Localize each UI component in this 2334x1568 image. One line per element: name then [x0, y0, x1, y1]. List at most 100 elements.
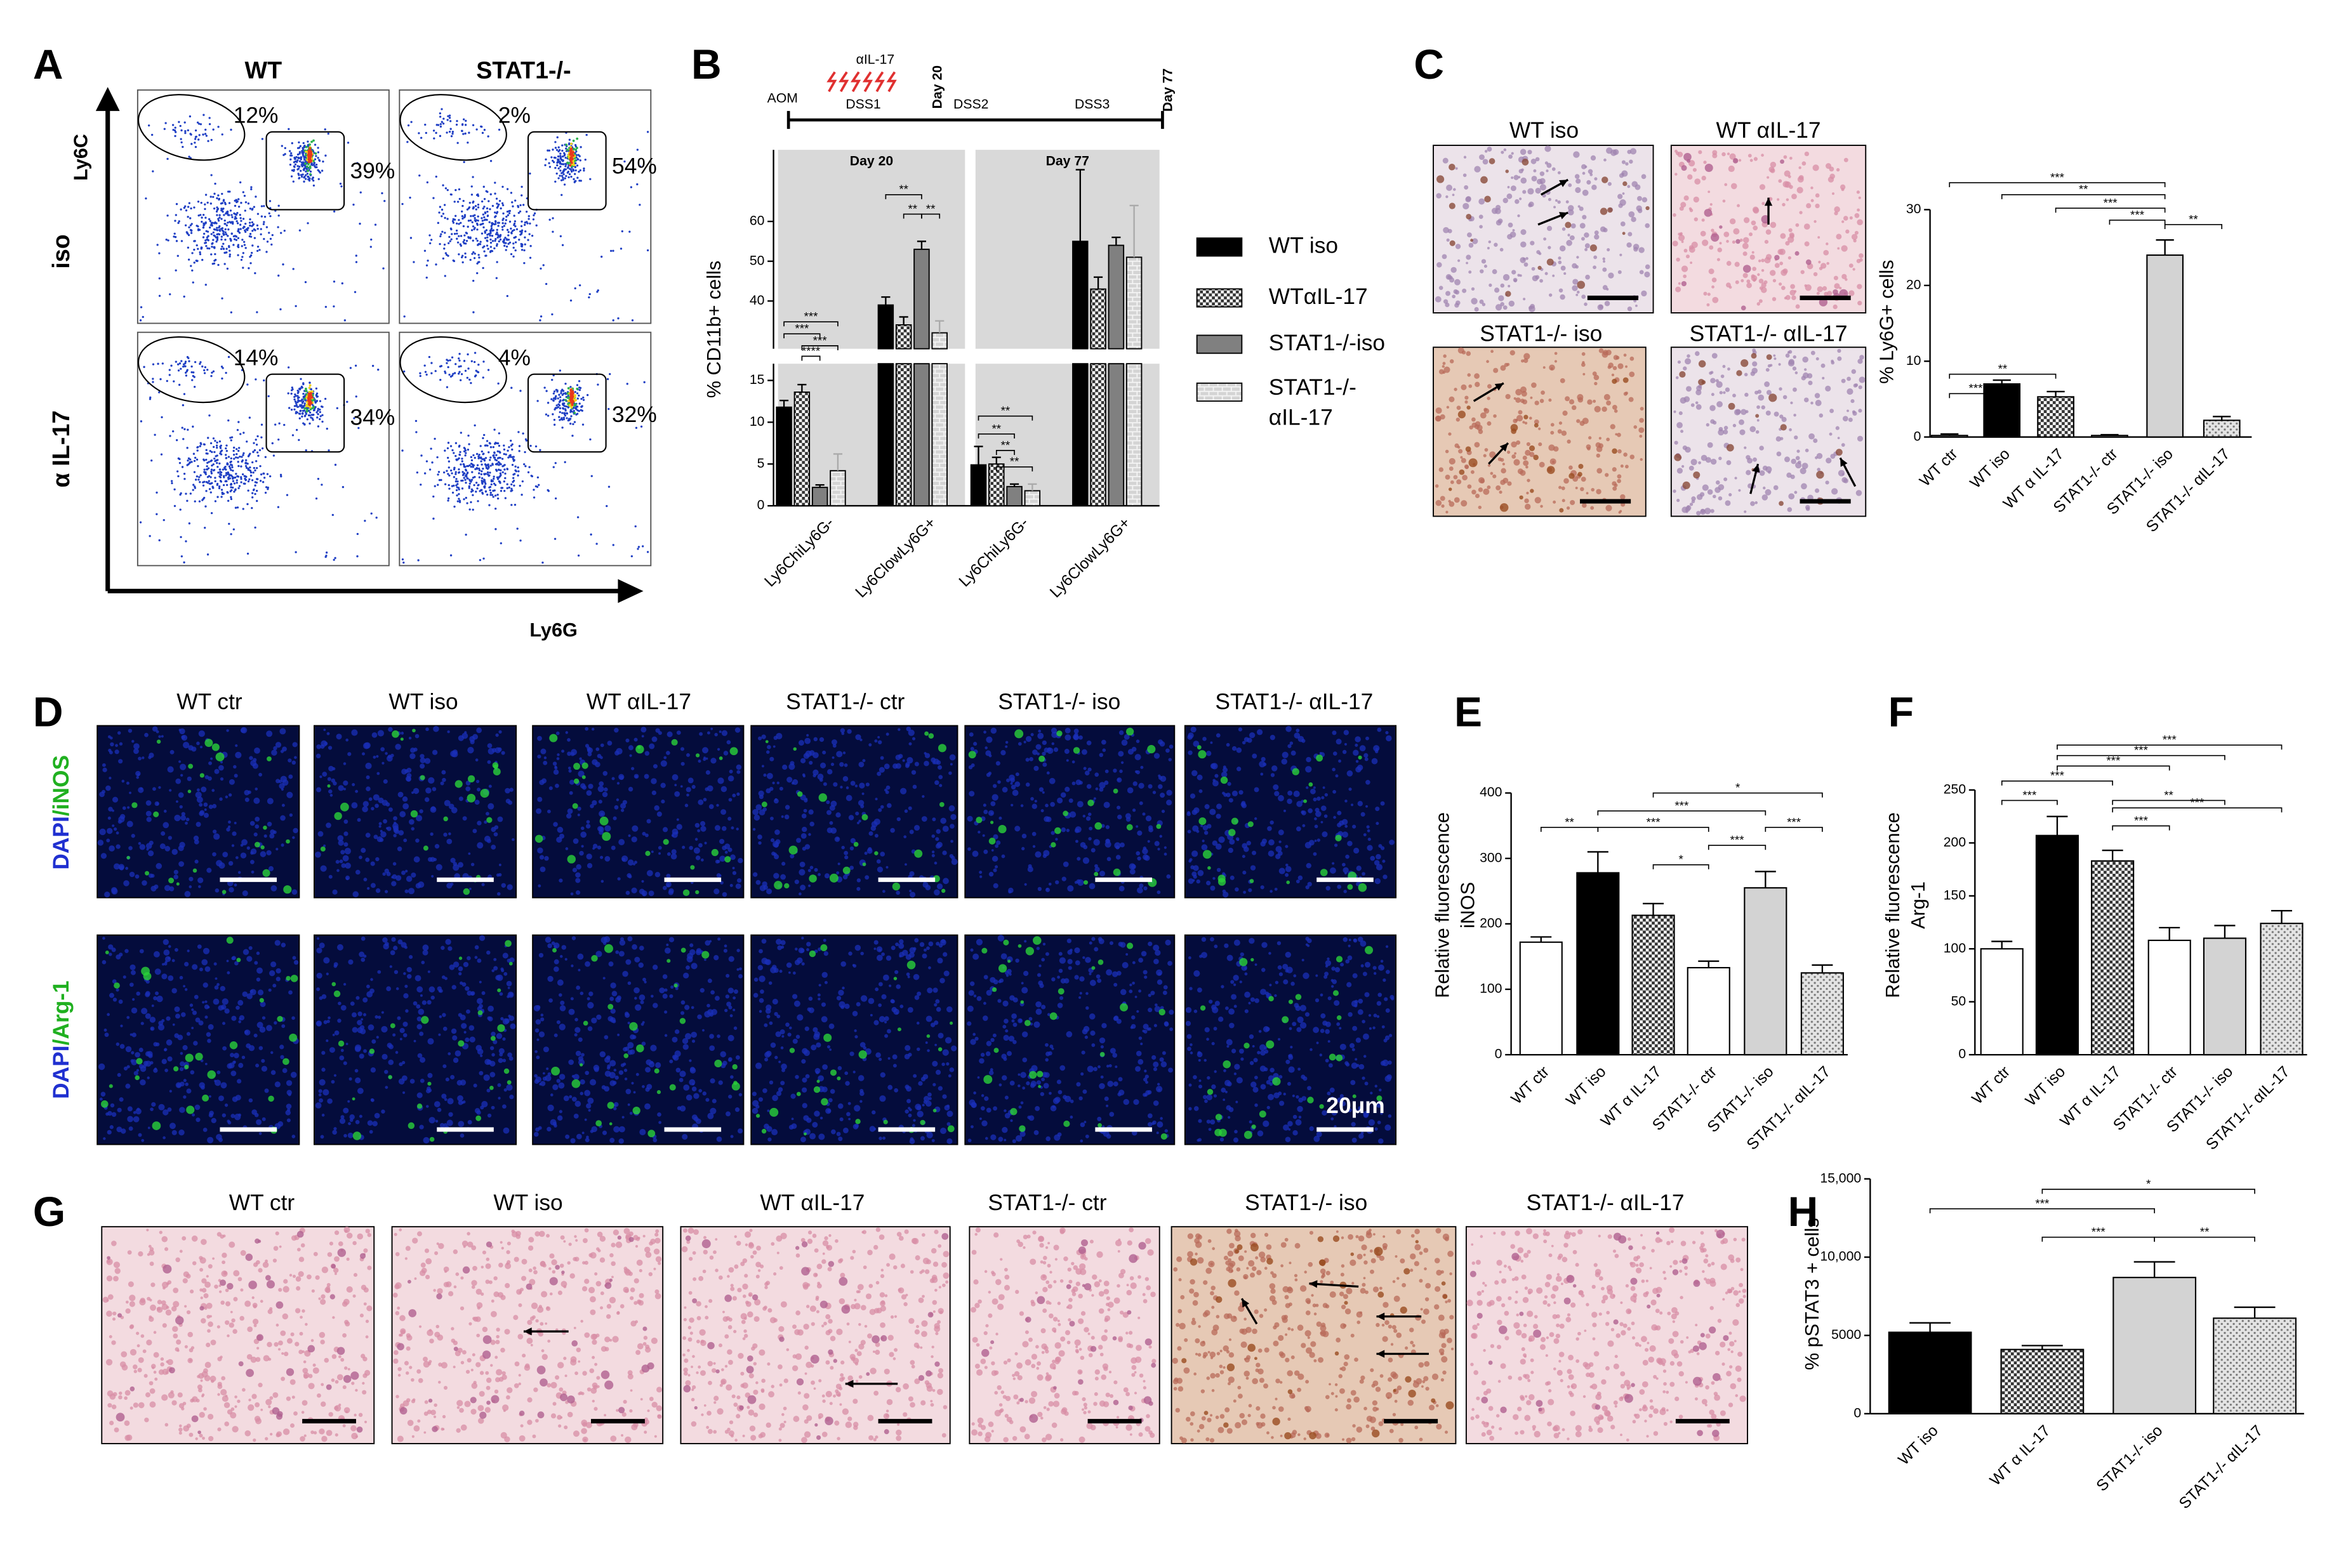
flow-event — [293, 161, 296, 164]
flow-event — [314, 158, 317, 161]
cell — [193, 835, 199, 841]
cell — [147, 850, 154, 857]
cell — [1580, 487, 1584, 492]
cell — [108, 748, 112, 753]
cell — [1709, 405, 1716, 411]
bar — [2112, 1277, 2197, 1414]
flow-event — [242, 432, 245, 434]
legend-swatch — [1196, 288, 1243, 308]
flow-event — [469, 236, 472, 239]
flow-event — [212, 195, 215, 199]
flow-event — [580, 146, 582, 148]
cell — [1529, 452, 1535, 458]
flow-event — [174, 220, 176, 222]
flow-event — [319, 418, 321, 421]
cell — [1491, 208, 1498, 214]
flow-event — [175, 202, 178, 206]
cell — [1593, 265, 1596, 270]
flow-event — [140, 420, 143, 423]
flow-event — [443, 204, 446, 206]
flow-event — [220, 496, 223, 498]
flow-event — [484, 230, 486, 233]
cell — [1780, 233, 1786, 239]
cell — [1675, 376, 1679, 379]
flow-event — [497, 382, 500, 385]
flow-event — [208, 122, 211, 126]
arrow-head — [95, 87, 120, 111]
flow-event — [504, 222, 507, 225]
cell — [204, 808, 207, 811]
flow-event — [204, 527, 206, 529]
flow-event — [587, 393, 589, 397]
cell — [162, 1109, 169, 1116]
cell — [136, 775, 140, 779]
flow-event — [297, 157, 300, 159]
y-axis-label: % pSTAT3 + cells — [1801, 1218, 1823, 1370]
flow-event — [498, 464, 500, 466]
flow-event — [456, 232, 458, 235]
sig-label: *** — [2050, 171, 2065, 184]
flow-event — [441, 208, 444, 211]
cell — [1727, 367, 1730, 371]
flow-event — [494, 220, 497, 223]
flow-event — [500, 487, 503, 489]
flow-event — [573, 409, 575, 412]
flow-event — [501, 185, 504, 188]
flow-event — [210, 253, 213, 256]
flow-event — [401, 449, 404, 452]
y-tick-label: 400 — [1480, 785, 1502, 800]
cell — [231, 844, 235, 847]
cell — [1729, 218, 1736, 225]
flow-event — [230, 484, 232, 486]
flow-event — [213, 458, 216, 460]
flow-event — [507, 449, 509, 452]
flow-event — [223, 214, 225, 216]
flow-event — [574, 394, 576, 397]
flow-event — [468, 443, 470, 445]
flow-event — [541, 562, 544, 564]
cell — [1765, 367, 1770, 372]
cell — [1782, 202, 1786, 207]
cell — [1787, 360, 1795, 367]
cell — [234, 883, 237, 887]
flow-event — [310, 157, 314, 161]
cell — [196, 788, 200, 792]
cell — [1825, 480, 1829, 485]
cell — [1605, 473, 1609, 477]
flow-event — [446, 386, 449, 388]
flow-event — [454, 214, 457, 217]
bar — [1631, 914, 1675, 1056]
flow-event — [152, 363, 155, 366]
flow-event — [256, 499, 258, 503]
flow-event — [194, 129, 197, 132]
flow-event — [456, 120, 458, 122]
stained-cell — [1645, 206, 1650, 211]
cell — [1712, 150, 1718, 155]
gate-percent: 2% — [498, 103, 531, 128]
flow-event — [200, 443, 202, 445]
flow-event — [571, 151, 574, 154]
flow-event — [247, 468, 249, 471]
bar — [2000, 1348, 2085, 1414]
flow-event — [565, 405, 567, 408]
timeline — [786, 110, 1164, 129]
flow-event — [233, 238, 236, 240]
flow-event — [401, 202, 404, 206]
flow-event — [269, 237, 272, 240]
cell — [1509, 350, 1515, 356]
cell — [1857, 208, 1860, 212]
flow-event — [205, 135, 208, 137]
column-label: WT ctr — [176, 690, 242, 715]
flow-event — [254, 229, 256, 232]
stained-cell — [1480, 176, 1488, 184]
sig-label: *** — [2163, 733, 2177, 746]
flow-event — [500, 207, 502, 210]
cell — [145, 800, 152, 806]
cell — [1464, 395, 1469, 400]
sig-label: *** — [2134, 814, 2149, 827]
cell — [1859, 376, 1866, 383]
flow-event — [303, 146, 305, 148]
cell — [1673, 410, 1676, 413]
flow-event — [375, 517, 378, 519]
flow-event — [574, 169, 577, 172]
